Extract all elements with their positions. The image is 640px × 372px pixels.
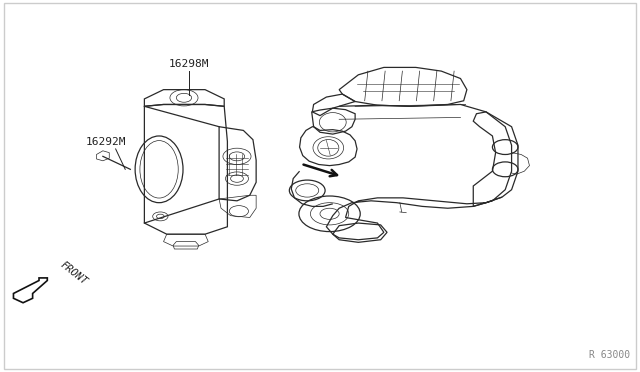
Text: 16292M: 16292M bbox=[86, 137, 126, 147]
Text: R 63000: R 63000 bbox=[589, 350, 630, 360]
Text: 16298M: 16298M bbox=[169, 59, 209, 69]
Text: FRONT: FRONT bbox=[58, 260, 89, 287]
